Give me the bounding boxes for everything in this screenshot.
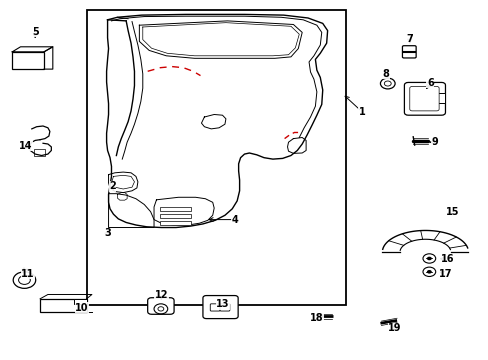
FancyBboxPatch shape [409,86,438,111]
FancyBboxPatch shape [402,46,415,58]
FancyBboxPatch shape [220,304,229,311]
Bar [87,10,346,305]
Text: 9: 9 [431,137,438,147]
Text: 17: 17 [438,269,452,279]
Text: 6: 6 [426,78,433,88]
FancyBboxPatch shape [147,298,174,314]
Bar [160,221,190,225]
Circle shape [426,257,431,260]
Text: 2: 2 [109,181,116,192]
Bar [437,93,444,103]
FancyBboxPatch shape [203,296,238,319]
Bar [160,214,190,218]
Text: 8: 8 [382,69,389,79]
Bar [34,149,45,156]
Text: 4: 4 [231,215,238,225]
Text: 3: 3 [104,228,111,238]
Text: 1: 1 [358,107,365,117]
Text: 5: 5 [32,27,39,37]
Text: 7: 7 [406,34,412,44]
Bar [160,207,190,211]
Text: 18: 18 [309,312,323,323]
FancyBboxPatch shape [210,304,220,311]
Text: 11: 11 [21,269,35,279]
Text: 15: 15 [445,207,459,217]
Bar [12,52,44,69]
FancyBboxPatch shape [404,82,445,115]
Bar [74,299,86,304]
Circle shape [426,270,431,274]
Text: 13: 13 [216,299,229,309]
Text: 14: 14 [19,141,32,151]
Text: 12: 12 [154,290,168,300]
Text: 10: 10 [75,303,89,313]
Text: 19: 19 [387,323,401,333]
Bar [40,299,86,312]
Text: 16: 16 [440,254,453,264]
